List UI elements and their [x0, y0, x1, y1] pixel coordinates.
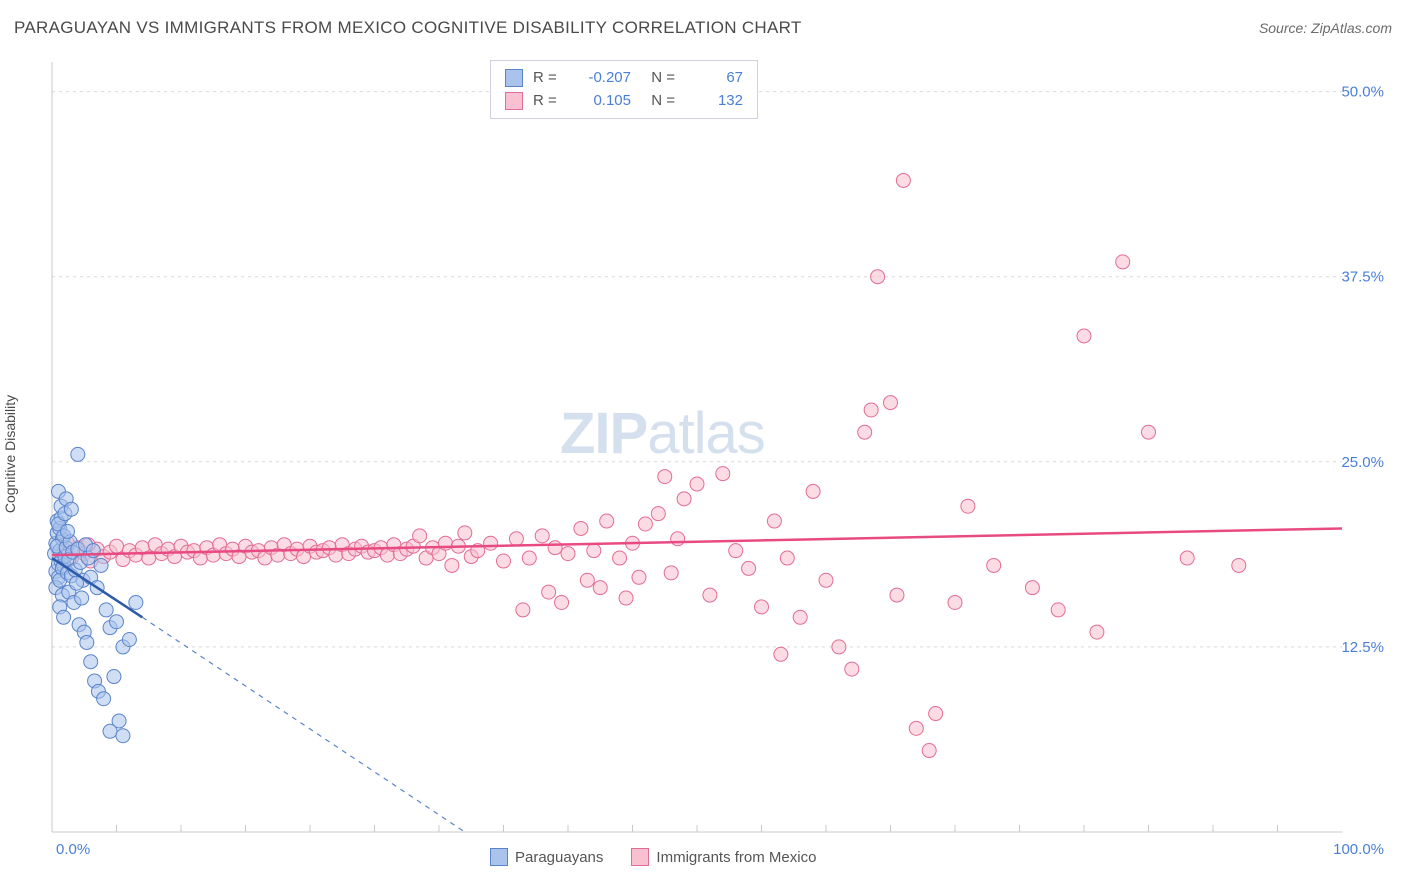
correlation-legend: R = -0.207 N = 67 R = 0.105 N = 132 — [490, 60, 758, 119]
legend-swatch-mexico — [505, 92, 523, 110]
svg-text:25.0%: 25.0% — [1341, 454, 1384, 471]
y-axis-label: Cognitive Disability — [2, 395, 18, 513]
svg-text:37.5%: 37.5% — [1341, 269, 1384, 286]
legend-label: Paraguayans — [515, 849, 603, 866]
r-value: -0.207 — [573, 67, 631, 90]
legend-swatch-paraguayans — [490, 848, 508, 866]
n-label: N = — [641, 90, 675, 113]
legend-row: R = -0.207 N = 67 — [505, 67, 743, 90]
n-value: 132 — [685, 90, 743, 113]
r-value: 0.105 — [573, 90, 631, 113]
source-attribution: Source: ZipAtlas.com — [1259, 20, 1392, 36]
svg-text:12.5%: 12.5% — [1341, 639, 1384, 656]
legend-item: Immigrants from Mexico — [631, 848, 816, 866]
title-bar: PARAGUAYAN VS IMMIGRANTS FROM MEXICO COG… — [14, 18, 1392, 38]
r-label: R = — [533, 67, 563, 90]
legend-row: R = 0.105 N = 132 — [505, 90, 743, 113]
legend-swatch-paraguayans — [505, 69, 523, 87]
legend-item: Paraguayans — [490, 848, 603, 866]
r-label: R = — [533, 90, 563, 113]
correlation-scatter-chart: 12.5% 25.0% 37.5% 50.0% 0.0% 100.0% — [44, 50, 1390, 870]
n-value: 67 — [685, 67, 743, 90]
chart-title: PARAGUAYAN VS IMMIGRANTS FROM MEXICO COG… — [14, 18, 802, 38]
svg-text:50.0%: 50.0% — [1341, 84, 1384, 101]
n-label: N = — [641, 67, 675, 90]
svg-text:100.0%: 100.0% — [1333, 841, 1384, 858]
series-legend: Paraguayans Immigrants from Mexico — [490, 848, 816, 866]
legend-label: Immigrants from Mexico — [656, 849, 816, 866]
legend-swatch-mexico — [631, 848, 649, 866]
svg-text:0.0%: 0.0% — [56, 841, 90, 858]
